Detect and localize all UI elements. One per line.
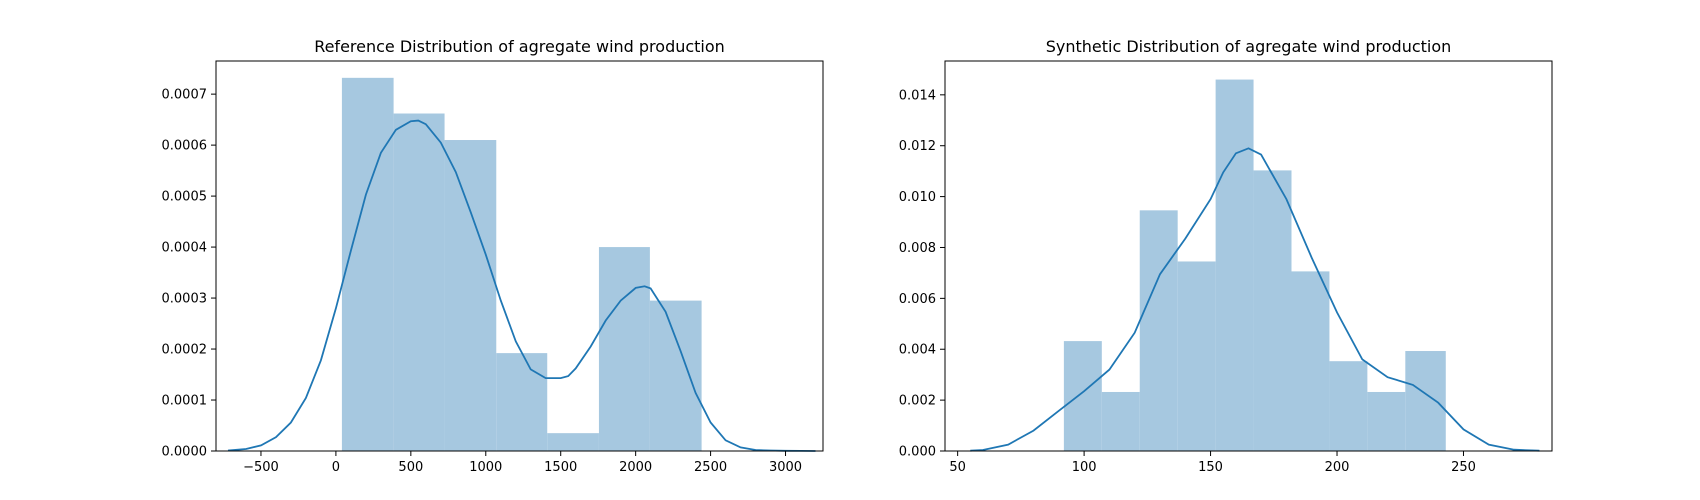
y-tick-label: 0.008 [899,241,936,256]
x-tick-label: −500 [243,460,279,475]
histogram-bar [1177,261,1216,451]
histogram-bar [1405,351,1446,451]
y-tick-label: 0.006 [899,292,936,307]
histogram-bar [1063,341,1102,451]
histogram-bar [1291,271,1330,451]
histogram-bar [547,433,599,451]
histogram-bar [1139,210,1178,451]
x-tick-label: 500 [398,460,423,475]
x-tick-label: 150 [1198,460,1223,475]
x-tick-label: 0 [332,460,340,475]
chart-2: 50 100 150 200 250 0.000 0.002 0.004 0.006 0.008 0… [899,37,1553,475]
histogram-bar [1215,79,1254,452]
x-tick-label: 200 [1325,460,1350,475]
x-tick-label: 50 [949,460,966,475]
chart-1: −500 0 500 1000 1500 2000 2500 3000 0.0000 0.0001… [162,37,824,475]
y-tick-label: 0.0006 [162,139,208,154]
x-tick-label: 2500 [694,460,727,475]
y-tick-label: 0.004 [899,343,936,358]
y-tick-label: 0.000 [899,445,936,460]
y-tick-label: 0.0001 [162,394,208,409]
x-tick-label: 1500 [544,460,577,475]
y-tick-label: 0.0002 [162,343,208,358]
axes-frame [215,60,824,452]
y-tick-label: 0.0007 [162,88,208,103]
x-tick-label: 100 [1072,460,1097,475]
y-tick-label: 0.0003 [162,292,208,307]
x-tick-label: 2000 [619,460,652,475]
y-tick-label: 0.012 [899,139,936,154]
histogram-bar [444,140,497,452]
y-tick-label: 0.0004 [162,241,208,256]
kde-line [970,147,1540,452]
axes-frame [944,60,1553,452]
histogram-bar [341,77,394,451]
histogram-bar [1253,170,1292,451]
kde-line [227,119,816,452]
histogram-bar [598,247,650,451]
x-tick-label: 1000 [469,460,502,475]
y-tick-label: 0.010 [899,190,936,205]
y-tick-label: 0.014 [899,88,936,103]
histogram-bar [393,113,445,452]
histogram-bar [649,300,702,451]
chart-title: Reference Distribution of agregate wind … [314,37,725,56]
histogram-bar [1329,361,1368,451]
histogram-bar [1101,391,1140,451]
y-tick-label: 0.002 [899,394,936,409]
x-tick-label: 250 [1451,460,1476,475]
histogram-bar [496,353,548,451]
x-tick-label: 3000 [769,460,802,475]
y-tick-label: 0.0005 [162,190,208,205]
chart-title: Synthetic Distribution of agregate wind … [1046,37,1452,56]
y-tick-label: 0.0000 [162,445,208,460]
histogram-bar [1367,391,1406,451]
